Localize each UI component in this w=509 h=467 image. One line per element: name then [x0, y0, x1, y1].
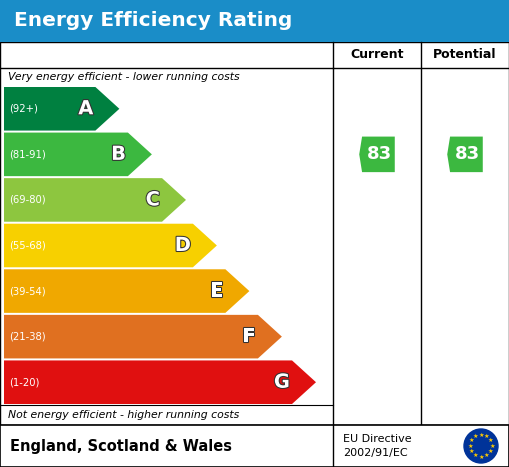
Text: ★: ★	[473, 453, 478, 458]
Text: (1-20): (1-20)	[9, 377, 39, 387]
Polygon shape	[4, 269, 249, 313]
Polygon shape	[4, 224, 217, 267]
Text: (81-91): (81-91)	[9, 149, 46, 159]
Text: (55-68): (55-68)	[9, 241, 46, 250]
Text: (39-54): (39-54)	[9, 286, 46, 296]
Text: England, Scotland & Wales: England, Scotland & Wales	[10, 439, 232, 453]
Text: ★: ★	[469, 438, 474, 443]
Text: ★: ★	[489, 444, 495, 448]
Text: ★: ★	[484, 453, 489, 458]
Text: Very energy efficient - lower running costs: Very energy efficient - lower running co…	[8, 72, 240, 82]
Bar	[0, 0, 509, 42]
Bar	[0, 42, 509, 425]
Text: F: F	[243, 327, 256, 346]
Text: ★: ★	[478, 454, 484, 460]
Text: ★: ★	[488, 438, 493, 443]
Text: Energy Efficiency Rating: Energy Efficiency Rating	[14, 12, 292, 30]
Polygon shape	[4, 133, 152, 176]
Text: EU Directive: EU Directive	[343, 434, 412, 444]
Text: D: D	[175, 236, 191, 255]
Polygon shape	[4, 178, 186, 222]
Text: C: C	[146, 191, 160, 209]
Bar	[0, 425, 509, 467]
Text: B: B	[111, 145, 126, 164]
Text: ★: ★	[484, 434, 489, 439]
Text: Not energy efficient - higher running costs: Not energy efficient - higher running co…	[8, 410, 239, 420]
Circle shape	[464, 429, 498, 463]
Text: ★: ★	[469, 449, 474, 454]
Text: ★: ★	[478, 432, 484, 438]
Text: G: G	[274, 373, 290, 392]
Polygon shape	[4, 315, 282, 359]
Text: (21-38): (21-38)	[9, 332, 46, 342]
Polygon shape	[4, 361, 316, 404]
Text: ★: ★	[488, 449, 493, 454]
Text: Current: Current	[350, 49, 404, 62]
Text: 83: 83	[367, 145, 392, 163]
Text: 2002/91/EC: 2002/91/EC	[343, 448, 408, 458]
Polygon shape	[4, 87, 120, 131]
Text: E: E	[210, 282, 223, 301]
Text: A: A	[78, 99, 94, 118]
Text: (92+): (92+)	[9, 104, 38, 114]
Text: 83: 83	[455, 145, 480, 163]
Text: ★: ★	[467, 444, 473, 448]
Text: Potential: Potential	[433, 49, 497, 62]
Text: ★: ★	[473, 434, 478, 439]
Text: (69-80): (69-80)	[9, 195, 46, 205]
Polygon shape	[447, 136, 483, 172]
Polygon shape	[359, 136, 395, 172]
